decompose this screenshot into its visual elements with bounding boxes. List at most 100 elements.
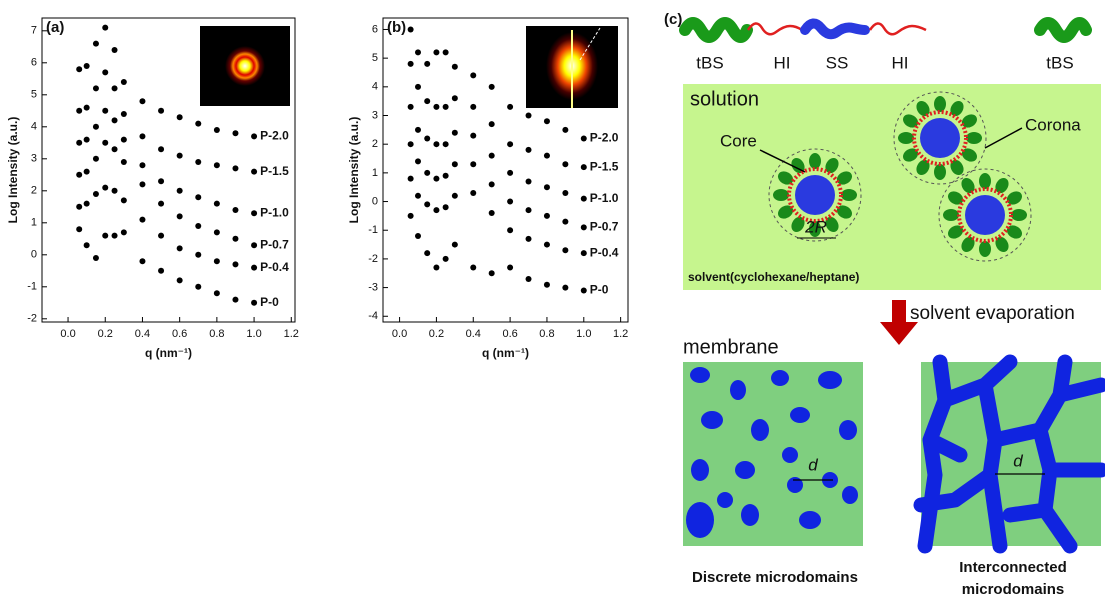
marker <box>544 184 550 190</box>
domain <box>818 371 842 389</box>
spacing-label: d <box>1013 451 1023 470</box>
marker <box>139 217 145 223</box>
arrow <box>880 322 918 345</box>
marker <box>507 141 513 147</box>
x-tick-label: 0.8 <box>209 328 224 340</box>
marker <box>489 270 495 276</box>
marker <box>121 197 127 203</box>
marker <box>507 104 513 110</box>
marker <box>415 193 421 199</box>
marker <box>408 104 414 110</box>
series-label: P-0.7 <box>260 237 289 251</box>
marker <box>581 287 587 293</box>
process-label: solvent evaporation <box>910 303 1075 324</box>
series-label: P-1.0 <box>590 191 619 205</box>
domain <box>771 370 789 386</box>
marker <box>433 207 439 213</box>
block-ss <box>805 23 865 34</box>
series-label: P-0.4 <box>260 260 289 274</box>
corona-chain <box>841 189 857 201</box>
marker <box>424 98 430 104</box>
marker <box>84 242 90 248</box>
marker <box>121 79 127 85</box>
marker <box>195 284 201 290</box>
marker <box>93 191 99 197</box>
marker <box>93 255 99 261</box>
marker <box>84 105 90 111</box>
marker <box>177 188 183 194</box>
y-tick-label: -4 <box>368 310 378 322</box>
corona-chain <box>898 132 914 144</box>
marker <box>139 98 145 104</box>
marker <box>102 69 108 75</box>
domain <box>717 492 733 508</box>
corona-chain <box>979 173 991 189</box>
y-axis-label: Log Intensity (a.u.) <box>347 117 361 224</box>
marker <box>408 213 414 219</box>
series-label: P-0.7 <box>590 220 619 234</box>
marker <box>424 201 430 207</box>
series-label: P-0.4 <box>590 245 619 259</box>
marker <box>112 146 118 152</box>
corona-chain <box>934 164 946 180</box>
series-label: P-1.5 <box>260 164 289 178</box>
marker <box>214 127 220 133</box>
marker <box>408 141 414 147</box>
y-tick-label: 5 <box>372 52 378 64</box>
marker <box>507 170 513 176</box>
marker <box>452 161 458 167</box>
marker <box>581 135 587 141</box>
marker <box>544 153 550 159</box>
series-label: P-1.0 <box>260 205 289 219</box>
marker <box>452 130 458 136</box>
corona-chain <box>979 241 991 257</box>
y-tick-label: 2 <box>372 138 378 150</box>
marker <box>195 252 201 258</box>
x-tick-label: 0.0 <box>392 328 407 340</box>
marker <box>489 210 495 216</box>
marker <box>443 141 449 147</box>
y-tick-label: 3 <box>372 109 378 121</box>
marker <box>415 158 421 164</box>
domain <box>741 504 759 526</box>
marker <box>112 233 118 239</box>
y-tick-label: 1 <box>31 217 37 229</box>
marker <box>158 178 164 184</box>
marker <box>121 137 127 143</box>
marker <box>415 49 421 55</box>
marker <box>251 265 257 271</box>
marker <box>251 242 257 248</box>
marker <box>562 247 568 253</box>
marker <box>214 258 220 264</box>
marker <box>424 170 430 176</box>
marker <box>121 229 127 235</box>
marker <box>84 169 90 175</box>
marker <box>408 61 414 67</box>
domain <box>701 411 723 429</box>
corona-chain <box>934 96 946 112</box>
y-tick-label: 7 <box>31 25 37 37</box>
marker <box>415 127 421 133</box>
marker <box>443 204 449 210</box>
y-tick-label: 6 <box>31 57 37 69</box>
marker <box>232 130 238 136</box>
core-label: Core <box>720 131 757 150</box>
marker <box>76 204 82 210</box>
marker <box>544 242 550 248</box>
x-axis-label: q (nm⁻¹) <box>482 346 529 360</box>
marker <box>177 277 183 283</box>
radius-label: 2R <box>804 217 827 236</box>
marker <box>408 26 414 32</box>
core <box>795 175 835 215</box>
marker <box>177 153 183 159</box>
marker <box>112 85 118 91</box>
marker <box>112 47 118 53</box>
marker <box>232 261 238 267</box>
marker <box>489 84 495 90</box>
y-tick-label: -1 <box>368 224 378 236</box>
marker <box>93 156 99 162</box>
marker <box>195 223 201 229</box>
marker <box>581 164 587 170</box>
marker <box>76 108 82 114</box>
block-hi <box>748 23 802 34</box>
